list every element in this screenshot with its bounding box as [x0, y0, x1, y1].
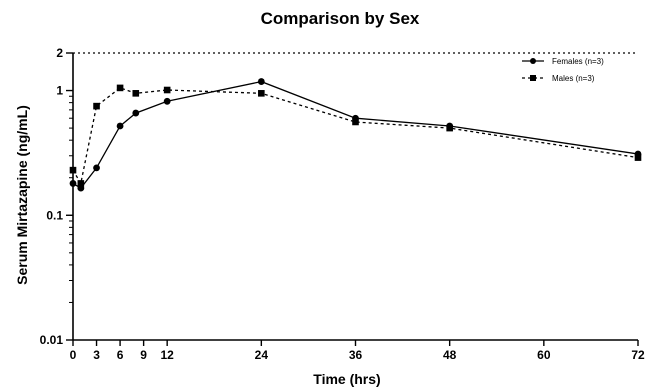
- legend-label: Males (n=3): [552, 74, 595, 83]
- series-line: [72, 87, 639, 186]
- data-point: [116, 122, 124, 130]
- series-line: [72, 80, 639, 189]
- x-tick-label: 9: [140, 348, 147, 362]
- y-tick-label: 2: [56, 46, 63, 60]
- x-tick-label: 36: [349, 348, 363, 362]
- data-point: [132, 90, 140, 97]
- x-tick-label: 12: [160, 348, 174, 362]
- legend-item: Females (n=3): [522, 57, 604, 66]
- y-axis-title: Serum Mirtazapine (ng/mL): [14, 105, 30, 285]
- legend-label: Females (n=3): [552, 57, 604, 66]
- data-point: [257, 78, 265, 85]
- data-point: [93, 164, 100, 172]
- y-tick-label: 0.01: [40, 333, 64, 347]
- data-point: [258, 90, 265, 97]
- y-tick-label: 0.1: [46, 208, 63, 222]
- data-point: [446, 124, 453, 132]
- data-point: [69, 166, 77, 174]
- data-point: [163, 97, 171, 105]
- data-point: [93, 102, 100, 110]
- x-tick-label: 6: [117, 348, 124, 362]
- x-axis-title: Time (hrs): [313, 371, 380, 387]
- y-tick-label: 1: [56, 84, 63, 98]
- data-point: [634, 154, 642, 161]
- legend-item: Males (n=3): [522, 74, 595, 83]
- x-tick-label: 24: [255, 348, 269, 362]
- x-tick-label: 72: [631, 348, 645, 362]
- x-tick-label: 48: [443, 348, 457, 362]
- legend: Females (n=3) Males (n=3): [522, 57, 604, 83]
- legend-marker: [530, 58, 536, 64]
- series-females: [69, 78, 642, 192]
- series-layer: [69, 78, 642, 192]
- x-tick-label: 0: [70, 348, 77, 362]
- data-point: [69, 180, 77, 187]
- data-point: [352, 118, 359, 126]
- x-tick-label: 60: [537, 348, 551, 362]
- x-tick-label: 3: [93, 348, 100, 362]
- series-males: [69, 84, 642, 187]
- legend-marker: [530, 75, 536, 81]
- data-point: [116, 84, 124, 92]
- data-point: [77, 180, 85, 187]
- chart-title: Comparison by Sex: [261, 9, 420, 28]
- data-point: [163, 86, 171, 94]
- data-point: [132, 109, 140, 117]
